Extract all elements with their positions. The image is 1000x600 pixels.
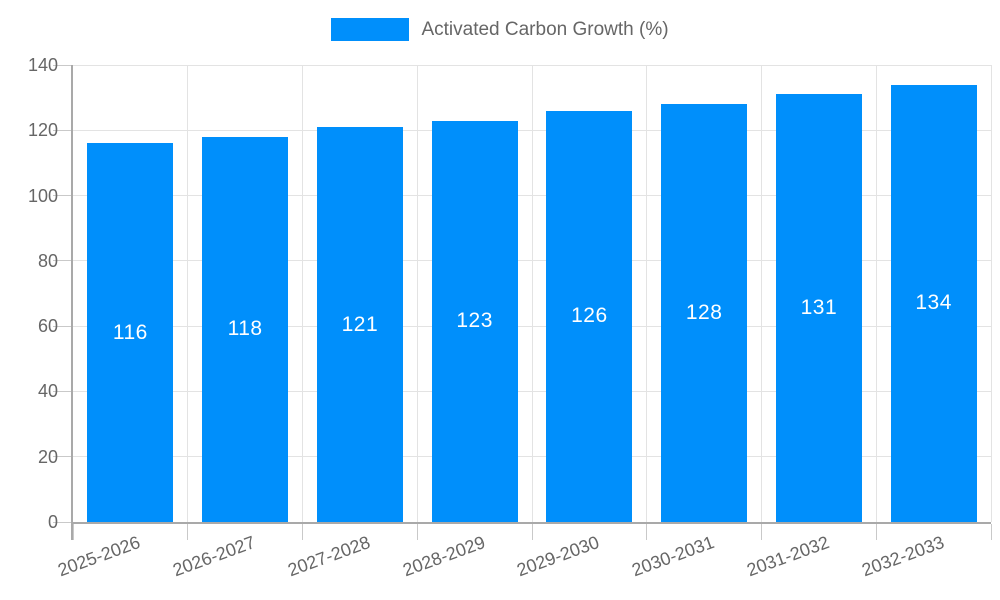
x-axis-line <box>71 522 991 524</box>
x-tick-mark <box>72 524 74 540</box>
gridline-vertical <box>761 65 762 522</box>
bar: 131 <box>775 94 862 522</box>
y-axis-label: 60 <box>37 316 58 337</box>
x-tick-mark <box>646 524 648 540</box>
legend-swatch-icon <box>331 18 410 41</box>
bar-value-label: 128 <box>685 301 723 325</box>
y-axis-label: 40 <box>37 381 58 402</box>
y-tick-mark <box>53 325 71 327</box>
y-tick-mark <box>53 521 71 523</box>
bar-value-label: 126 <box>571 304 608 328</box>
gridline-vertical <box>990 65 992 522</box>
bar: 121 <box>316 127 403 522</box>
y-tick-mark <box>53 260 71 262</box>
bar: 134 <box>890 84 977 522</box>
y-tick-mark <box>53 129 71 131</box>
y-axis-label: 120 <box>27 120 58 141</box>
bar: 128 <box>661 104 748 522</box>
y-tick-mark <box>53 64 71 66</box>
y-tick-mark <box>53 390 71 392</box>
bar-value-label: 131 <box>800 296 838 320</box>
y-tick-mark <box>53 195 71 197</box>
gridline-vertical <box>646 65 648 522</box>
x-tick-mark <box>761 524 762 540</box>
y-axis-label: 0 <box>47 512 58 532</box>
gridline-vertical <box>187 65 189 522</box>
y-tick-mark <box>53 456 71 458</box>
x-tick-mark <box>416 524 418 540</box>
legend-label: Activated Carbon Growth (%) <box>421 18 669 40</box>
gridline-vertical <box>416 65 418 522</box>
bar: 123 <box>431 120 518 522</box>
x-tick-mark <box>875 524 877 540</box>
x-tick-mark <box>531 524 533 540</box>
bar-value-label: 134 <box>915 291 952 315</box>
bar: 126 <box>546 110 633 522</box>
y-axis-label: 20 <box>37 446 58 467</box>
bar-value-label: 118 <box>227 317 263 341</box>
bar: 118 <box>202 136 289 522</box>
y-axis-label: 100 <box>27 185 58 206</box>
bar-value-label: 116 <box>112 320 148 344</box>
gridline-vertical <box>531 65 533 522</box>
y-axis-label: 140 <box>27 55 58 75</box>
y-axis-label: 80 <box>37 250 58 271</box>
bar: 116 <box>87 143 174 522</box>
bar-value-label: 121 <box>341 312 379 336</box>
gridline-vertical <box>875 65 877 522</box>
y-axis-line <box>71 65 73 540</box>
legend-item[interactable]: Activated Carbon Growth (%) <box>0 18 1000 41</box>
plot-area: 116 118 121 123 126 128 131 134 <box>53 64 992 540</box>
x-tick-mark <box>302 524 303 540</box>
gridline-vertical <box>302 65 303 522</box>
x-tick-mark <box>990 524 992 540</box>
x-tick-mark <box>187 524 189 540</box>
bar-value-label: 123 <box>456 309 493 333</box>
